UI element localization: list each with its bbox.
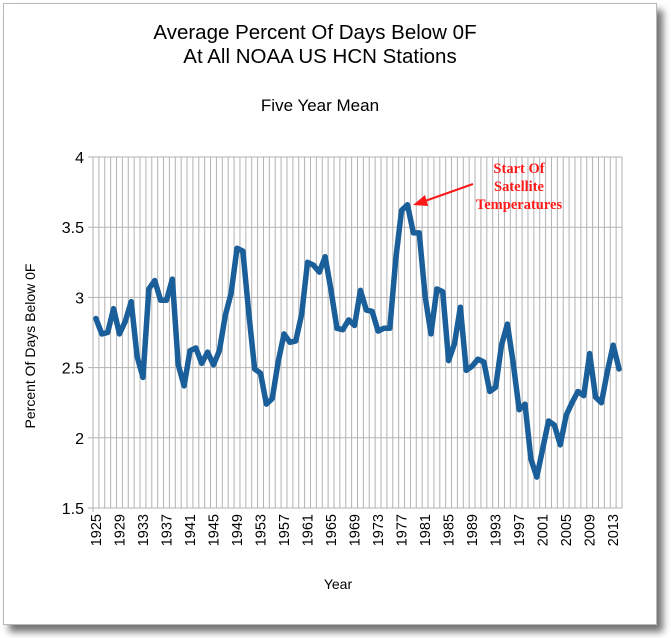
chart-subtitle: Five Year Mean <box>261 96 379 115</box>
x-tick-label: 2013 <box>606 514 622 546</box>
y-axis-ticks: 1.5 2 2.5 3 3.5 4 <box>62 150 93 518</box>
x-tick-label: 1929 <box>112 514 128 546</box>
x-tick-label: 1965 <box>324 514 340 546</box>
chart-title-line-1: Average Percent Of Days Below 0F <box>153 21 476 44</box>
annotation-line-2: Satellite <box>494 179 544 195</box>
y-tick-label: 1.5 <box>62 501 84 518</box>
y-tick-label: 2.5 <box>62 361 84 378</box>
x-tick-label: 1925 <box>89 514 105 546</box>
annotation-arrow-shaft <box>424 183 474 202</box>
x-tick-label: 2009 <box>583 514 599 546</box>
series-polyline <box>93 201 622 480</box>
x-tick-label: 1953 <box>254 514 270 546</box>
x-tick-label: 1933 <box>136 514 152 546</box>
x-tick-label: 1945 <box>206 514 222 546</box>
x-tick-label: 1973 <box>371 514 387 546</box>
y-axis-label: Percent Of Days Below 0F <box>22 264 38 429</box>
x-axis-ticks: 1925 1929 1933 1937 1941 1945 1949 1953 1957 1961… <box>89 508 622 546</box>
x-tick-label: 1969 <box>348 514 364 546</box>
y-tick-label: 3 <box>75 290 84 307</box>
x-tick-label: 1985 <box>442 514 458 546</box>
annotation: Start Of Satellite Temperatures <box>413 161 562 213</box>
x-tick-label: 1957 <box>277 514 293 546</box>
annotation-line-1: Start Of <box>493 161 544 177</box>
x-tick-label: 1993 <box>489 514 505 546</box>
series-line <box>93 201 622 480</box>
y-tick-label: 4 <box>75 150 84 167</box>
annotation-line-3: Temperatures <box>476 197 563 213</box>
x-tick-label: 1961 <box>301 514 317 546</box>
chart-title-line-2: At All NOAA US HCN Stations <box>183 45 456 68</box>
x-tick-label: 2005 <box>559 514 575 546</box>
x-tick-label: 1937 <box>159 514 175 546</box>
x-tick-label: 2001 <box>536 514 552 546</box>
x-tick-label: 1981 <box>418 514 434 546</box>
annotation-arrow-head <box>413 195 428 206</box>
x-tick-label: 1977 <box>395 514 411 546</box>
x-tick-label: 1941 <box>183 514 199 546</box>
y-tick-label: 3.5 <box>62 220 84 237</box>
x-tick-label: 1989 <box>465 514 481 546</box>
x-tick-label: 1997 <box>512 514 528 546</box>
y-tick-label: 2 <box>75 431 84 448</box>
x-axis-label: Year <box>324 576 353 592</box>
x-tick-label: 1949 <box>230 514 246 546</box>
